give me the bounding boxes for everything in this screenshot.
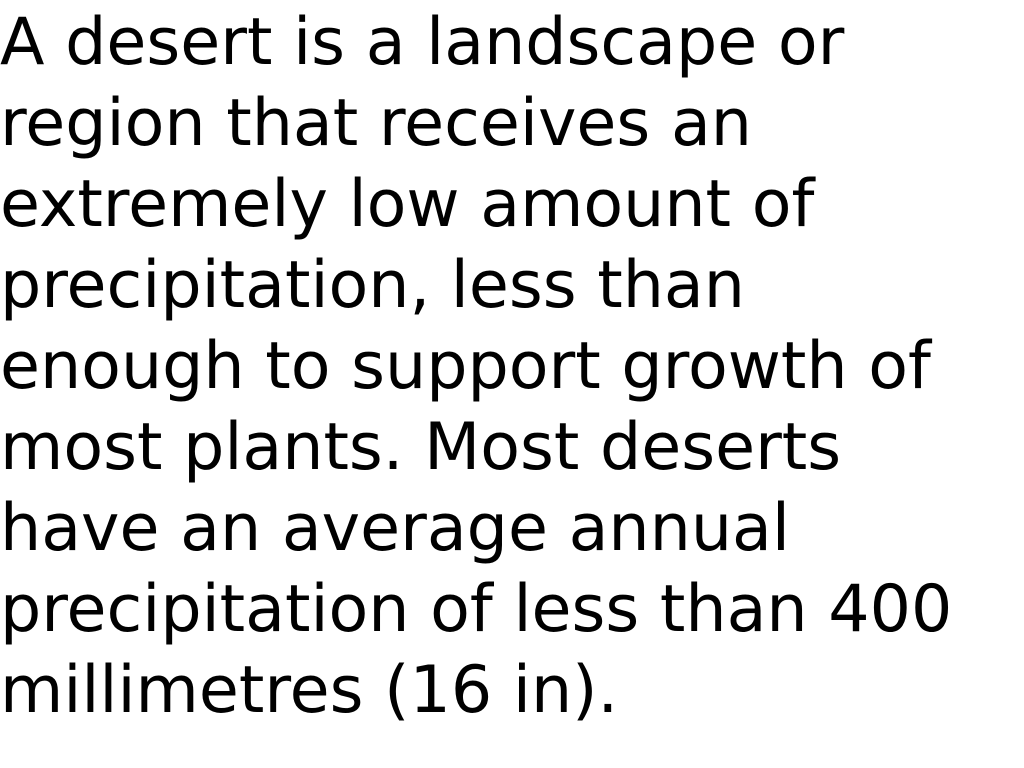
paragraph-line-2: region that receives an bbox=[0, 86, 752, 161]
paragraph-line-7: have an average annual bbox=[0, 491, 790, 566]
paragraph-line-8: precipitation of less than 400 bbox=[0, 572, 953, 647]
paragraph-line-3: extremely low amount of bbox=[0, 167, 815, 242]
paragraph-line-1: A desert is a landscape or bbox=[0, 5, 845, 80]
paragraph-line-9: millimetres (16 in). bbox=[0, 653, 619, 728]
paragraph-line-4: precipitation, less than bbox=[0, 248, 745, 323]
paragraph-line-5: enough to support growth of bbox=[0, 329, 931, 404]
paragraph-line-6: most plants. Most deserts bbox=[0, 410, 842, 485]
body-paragraph: A desert is a landscape or region that r… bbox=[0, 2, 952, 731]
